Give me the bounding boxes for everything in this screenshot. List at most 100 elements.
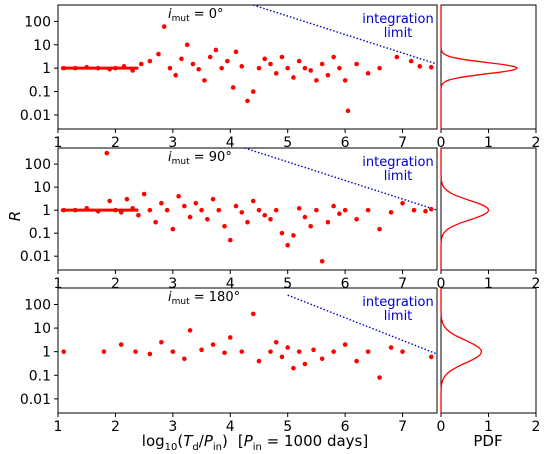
data-point — [345, 108, 351, 114]
data-point — [319, 356, 325, 362]
x-tick-label: 2 — [111, 135, 120, 151]
x-tick-label: 3 — [168, 419, 177, 435]
data-point — [196, 66, 201, 72]
data-point — [319, 61, 325, 67]
data-point — [377, 375, 382, 380]
data-point — [156, 51, 161, 57]
data-point — [268, 61, 273, 67]
data-point — [256, 358, 262, 364]
pdf-axis-label: PDF — [473, 432, 502, 450]
data-point — [394, 54, 400, 60]
data-point — [190, 61, 196, 67]
data-point — [222, 223, 227, 229]
data-point — [176, 193, 181, 199]
x-tick-label: 1 — [54, 276, 63, 292]
y-tick-label: 0.1 — [29, 226, 51, 242]
data-point — [199, 347, 204, 353]
data-point — [296, 206, 302, 211]
data-point — [273, 71, 279, 76]
data-point — [216, 207, 222, 213]
data-point — [411, 207, 417, 213]
pdf-curve — [440, 288, 483, 413]
x-tick-label: 6 — [341, 419, 350, 435]
data-point — [308, 68, 313, 73]
data-point — [230, 85, 236, 90]
data-point — [210, 342, 216, 347]
y-axis-label: R — [6, 211, 24, 221]
x-axis-label: log10(Td/Pin) [Pin = 1000 days] — [142, 432, 368, 453]
data-point — [268, 217, 273, 222]
data-point — [250, 89, 256, 94]
data-point — [124, 196, 130, 202]
limit-label: limit — [384, 26, 413, 41]
x-tick-label: 6 — [341, 276, 350, 292]
data-point — [227, 335, 233, 340]
y-tick-label: 100 — [24, 157, 51, 173]
data-point — [302, 361, 308, 367]
x-tick-label: 3 — [168, 135, 177, 151]
data-point — [285, 65, 290, 71]
x-tick-label: 5 — [283, 419, 292, 435]
data-point — [256, 207, 262, 213]
data-point — [291, 75, 296, 80]
data-point — [325, 72, 331, 78]
data-point — [325, 219, 331, 225]
plot-frame — [57, 287, 438, 414]
data-point — [408, 58, 414, 64]
data-point — [337, 65, 342, 71]
inclination-annotation: imut = 0° — [168, 7, 224, 24]
data-point — [365, 207, 371, 213]
pdf-x-tick-label: 0 — [437, 276, 446, 292]
integration-limit-line — [244, 147, 438, 211]
data-point — [239, 349, 245, 354]
data-point — [182, 356, 187, 362]
data-point — [331, 349, 336, 354]
data-point — [319, 258, 325, 264]
x-tick-label: 1 — [54, 419, 63, 435]
data-point — [302, 214, 308, 220]
x-tick-label: 4 — [226, 419, 235, 435]
y-tick-label: 0.01 — [20, 392, 51, 408]
integration-label: integration — [362, 155, 433, 170]
inclination-annotation: imut = 90° — [168, 150, 232, 167]
data-point — [104, 150, 110, 156]
y-tick-label: 100 — [24, 14, 51, 30]
data-point — [365, 349, 371, 354]
data-point — [233, 203, 239, 209]
data-point — [428, 354, 434, 360]
data-point — [136, 212, 141, 218]
pdf-x-tick-label: 1 — [484, 419, 493, 435]
data-point — [262, 56, 268, 62]
data-point — [273, 207, 279, 213]
data-point — [219, 65, 224, 71]
y-tick-label: 0.01 — [20, 108, 51, 124]
data-point — [225, 58, 230, 64]
data-point — [159, 200, 164, 206]
x-tick-label: 7 — [398, 135, 407, 151]
y-tick-label: 1 — [42, 345, 51, 361]
data-point — [377, 226, 382, 232]
data-point — [147, 58, 153, 64]
data-point — [179, 56, 184, 62]
data-point — [210, 196, 216, 202]
y-tick-label: 0.01 — [20, 249, 51, 265]
x-tick-label: 7 — [398, 419, 407, 435]
data-point — [101, 349, 107, 354]
data-point — [331, 54, 336, 60]
data-point — [170, 349, 176, 354]
y-tick-label: 100 — [24, 298, 51, 314]
integration-label: integration — [362, 12, 433, 27]
pdf-x-tick-label: 0 — [437, 135, 446, 151]
data-point — [291, 233, 296, 238]
data-point — [239, 210, 245, 215]
data-point — [279, 230, 285, 236]
data-point — [138, 61, 144, 67]
data-point — [302, 65, 308, 71]
data-point — [342, 342, 348, 347]
data-point — [262, 212, 268, 218]
data-point — [184, 42, 190, 48]
x-tick-label: 5 — [283, 276, 292, 292]
data-point — [167, 65, 173, 71]
data-point — [354, 61, 359, 67]
